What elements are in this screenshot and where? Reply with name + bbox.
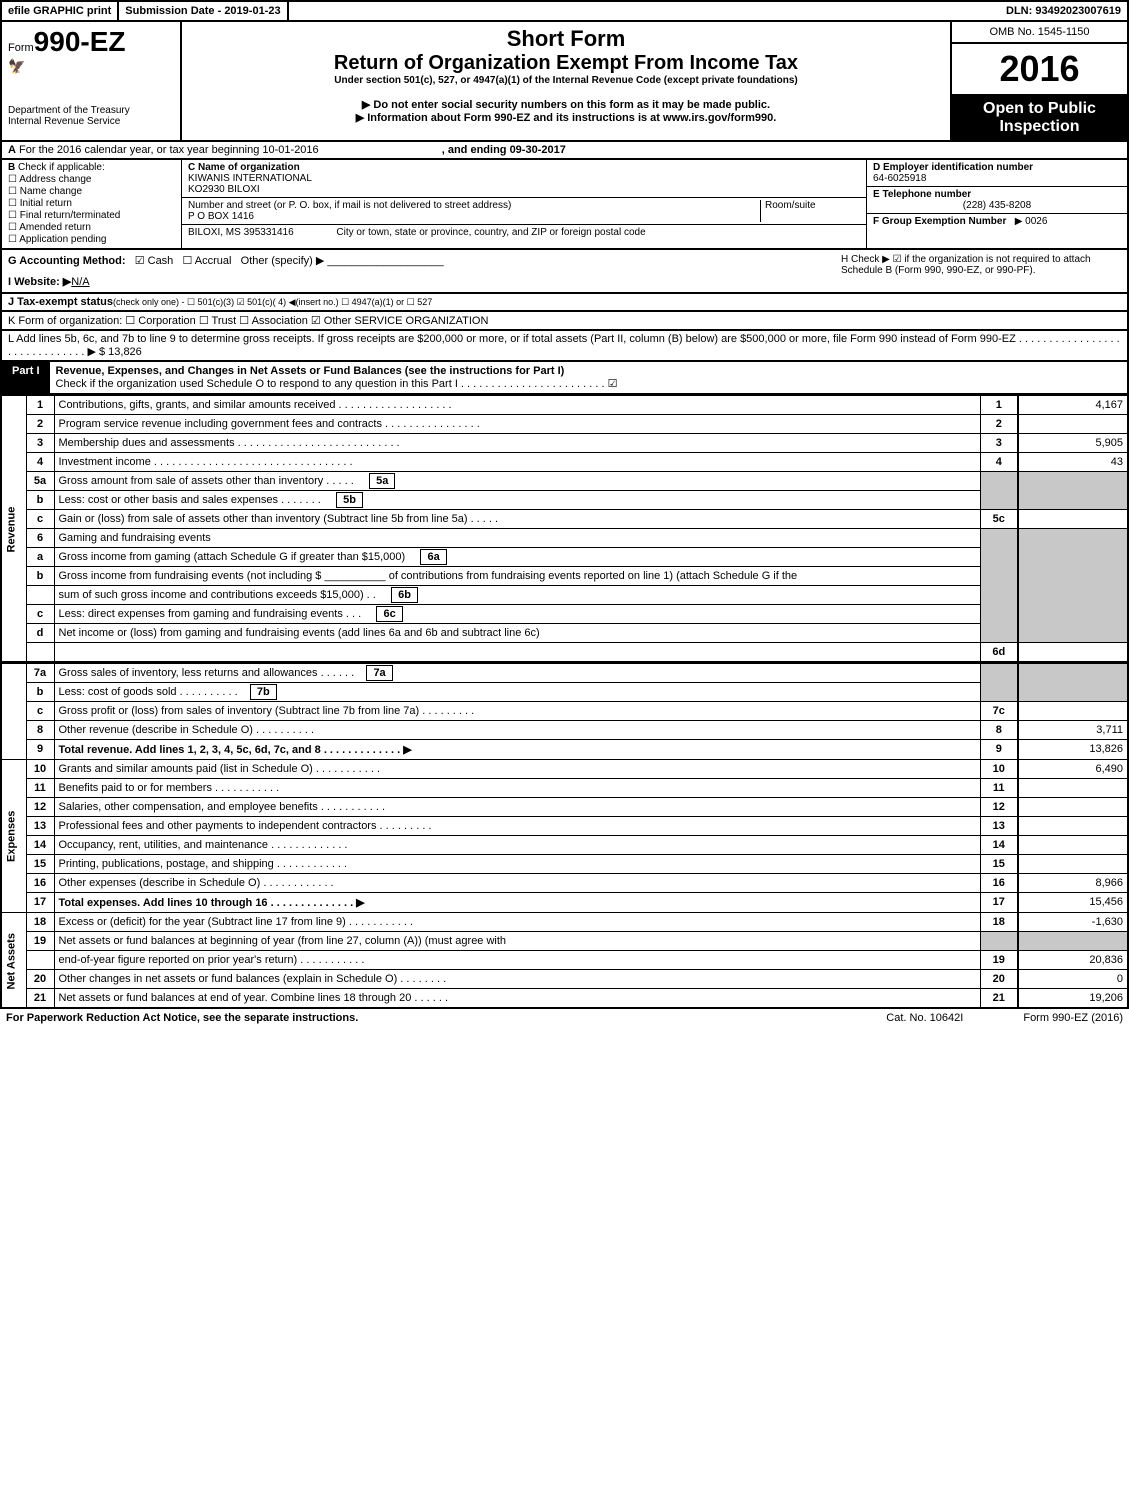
row-l: L Add lines 5b, 6c, and 7b to line 9 to … bbox=[0, 331, 1129, 362]
ein-value: 64-6025918 bbox=[873, 173, 926, 184]
org-name-2: KO2930 BILOXI bbox=[188, 184, 260, 195]
city-state-zip: BILOXI, MS 395331416 bbox=[188, 227, 294, 238]
form-number: Form990-EZ bbox=[8, 26, 174, 58]
line6d-amt bbox=[1018, 643, 1128, 663]
top-bar: efile GRAPHIC print Submission Date - 20… bbox=[0, 0, 1129, 22]
group-exemption: ▶ 0026 bbox=[1015, 216, 1048, 227]
phone-value: (228) 435-8208 bbox=[873, 200, 1121, 211]
line5c-amt bbox=[1018, 510, 1128, 529]
form-header: Form990-EZ 🦅 Department of the Treasury … bbox=[0, 22, 1129, 142]
chk-final-return[interactable]: ☐ Final return/terminated bbox=[8, 210, 175, 221]
line3-amt: 5,905 bbox=[1018, 434, 1128, 453]
efile-label: efile GRAPHIC print bbox=[2, 2, 119, 20]
part-i-table: Revenue 1Contributions, gifts, grants, a… bbox=[0, 395, 1129, 663]
tax-year: 2016 bbox=[952, 44, 1127, 96]
org-name-block: C Name of organization KIWANIS INTERNATI… bbox=[182, 160, 866, 198]
line10-amt: 6,490 bbox=[1018, 760, 1128, 779]
line11-amt bbox=[1018, 779, 1128, 798]
chk-initial-return[interactable]: ☐ Initial return bbox=[8, 198, 175, 209]
website-value: N/A bbox=[71, 276, 89, 288]
cat-no: Cat. No. 10642I bbox=[886, 1012, 963, 1024]
line1-amt: 4,167 bbox=[1018, 396, 1128, 415]
street-address: P O BOX 1416 bbox=[188, 211, 254, 222]
line17-amt: 15,456 bbox=[1018, 893, 1128, 913]
chk-address-change[interactable]: ☐ Address change bbox=[8, 174, 175, 185]
line18-amt: -1,630 bbox=[1018, 913, 1128, 932]
line21-amt: 19,206 bbox=[1018, 989, 1128, 1009]
line16-amt: 8,966 bbox=[1018, 874, 1128, 893]
open-to-public: Open to Public Inspection bbox=[952, 96, 1127, 140]
dln: DLN: 93492023007619 bbox=[1000, 2, 1127, 20]
part-i-table-2: 7aGross sales of inventory, less returns… bbox=[0, 663, 1129, 1009]
submission-date: Submission Date - 2019-01-23 bbox=[119, 2, 288, 20]
revenue-side-label: Revenue bbox=[1, 396, 26, 663]
line19-amt: 20,836 bbox=[1018, 951, 1128, 970]
h-schedule-b: H Check ▶ ☑ if the organization is not r… bbox=[841, 254, 1121, 288]
col-b-checkboxes: B Check if applicable: ☐ Address change … bbox=[2, 160, 182, 248]
omb-number: OMB No. 1545-1150 bbox=[952, 22, 1127, 44]
netassets-side-label: Net Assets bbox=[1, 913, 26, 1009]
row-j: J Tax-exempt status(check only one) - ☐ … bbox=[0, 294, 1129, 312]
line7c-amt bbox=[1018, 702, 1128, 721]
eagle-icon: 🦅 bbox=[8, 58, 174, 75]
row-a: A For the 2016 calendar year, or tax yea… bbox=[0, 142, 1129, 160]
line8-amt: 3,711 bbox=[1018, 721, 1128, 740]
line2-amt bbox=[1018, 415, 1128, 434]
chk-amended-return[interactable]: ☐ Amended return bbox=[8, 222, 175, 233]
warning-ssn: ▶ Do not enter social security numbers o… bbox=[188, 98, 944, 111]
main-title: Return of Organization Exempt From Incom… bbox=[188, 52, 944, 75]
line15-amt bbox=[1018, 855, 1128, 874]
line9-amt: 13,826 bbox=[1018, 740, 1128, 760]
under-section-text: Under section 501(c), 527, or 4947(a)(1)… bbox=[188, 75, 944, 86]
line13-amt bbox=[1018, 817, 1128, 836]
chk-name-change[interactable]: ☐ Name change bbox=[8, 186, 175, 197]
chk-application-pending[interactable]: ☐ Application pending bbox=[8, 234, 175, 245]
line12-amt bbox=[1018, 798, 1128, 817]
dept-treasury: Department of the Treasury bbox=[8, 105, 174, 116]
line14-amt bbox=[1018, 836, 1128, 855]
irs-label: Internal Revenue Service bbox=[8, 116, 174, 127]
section-b-through-f: B Check if applicable: ☐ Address change … bbox=[0, 160, 1129, 250]
org-name-1: KIWANIS INTERNATIONAL bbox=[188, 173, 312, 184]
room-suite-label: Room/suite bbox=[760, 200, 860, 222]
row-g-h: G Accounting Method: ☑ Cash ☐ Accrual Ot… bbox=[0, 250, 1129, 294]
line20-amt: 0 bbox=[1018, 970, 1128, 989]
expenses-side-label: Expenses bbox=[1, 760, 26, 913]
info-link-text: ▶ Information about Form 990-EZ and its … bbox=[188, 111, 944, 124]
short-form-title: Short Form bbox=[188, 26, 944, 52]
form-ref: Form 990-EZ (2016) bbox=[1023, 1012, 1123, 1024]
part-i-header: Part I Revenue, Expenses, and Changes in… bbox=[0, 362, 1129, 395]
footer: For Paperwork Reduction Act Notice, see … bbox=[0, 1009, 1129, 1027]
line4-amt: 43 bbox=[1018, 453, 1128, 472]
row-k: K Form of organization: ☐ Corporation ☐ … bbox=[0, 312, 1129, 331]
